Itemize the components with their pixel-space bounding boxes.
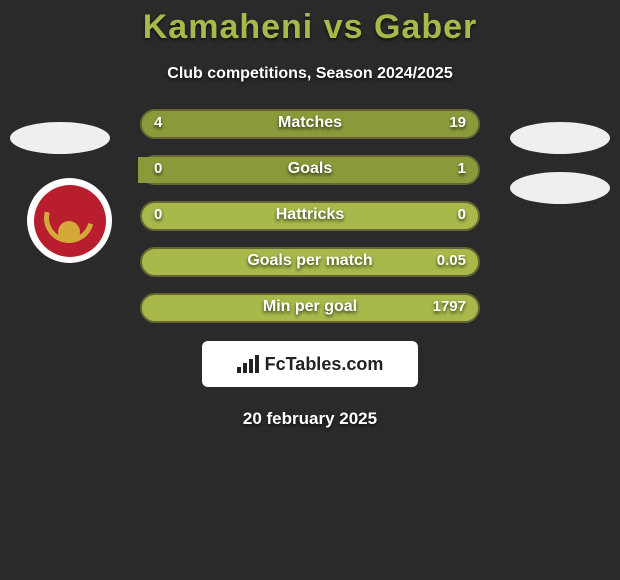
chart-icon xyxy=(237,355,259,373)
stat-row: Matches4 19 xyxy=(140,109,480,139)
stats-container: Matches419Goals01Hattricks00Goals per ma… xyxy=(0,109,620,323)
header: Kamaheni vs Gaber Club competitions, Sea… xyxy=(0,0,620,83)
stat-value-right: 1 xyxy=(458,160,466,177)
stat-value-left: 0 xyxy=(154,160,162,177)
stat-row: Goals per match0.05 xyxy=(140,247,480,277)
stat-value-left: 4 xyxy=(154,114,162,131)
stat-label: Min per goal xyxy=(140,298,480,316)
stat-label: Matches xyxy=(140,114,480,132)
stat-value-right: 1797 xyxy=(433,298,466,315)
stat-label: Goals per match xyxy=(140,252,480,270)
brand-badge[interactable]: FcTables.com xyxy=(202,341,418,387)
stat-row: Goals0 1 xyxy=(140,155,480,185)
page-subtitle: Club competitions, Season 2024/2025 xyxy=(0,65,620,83)
stat-label: Hattricks xyxy=(140,206,480,224)
stat-row: Min per goal1797 xyxy=(140,293,480,323)
brand-text: FcTables.com xyxy=(265,354,384,375)
stat-label: Goals xyxy=(140,160,480,178)
stat-value-right: 0 xyxy=(458,206,466,223)
stat-value-left: 0 xyxy=(154,206,162,223)
date-text: 20 february 2025 xyxy=(0,409,620,429)
stat-value-right: 19 xyxy=(449,114,466,131)
page-title: Kamaheni vs Gaber xyxy=(0,8,620,47)
stat-row: Hattricks0 0 xyxy=(140,201,480,231)
stat-value-right: 0.05 xyxy=(437,252,466,269)
